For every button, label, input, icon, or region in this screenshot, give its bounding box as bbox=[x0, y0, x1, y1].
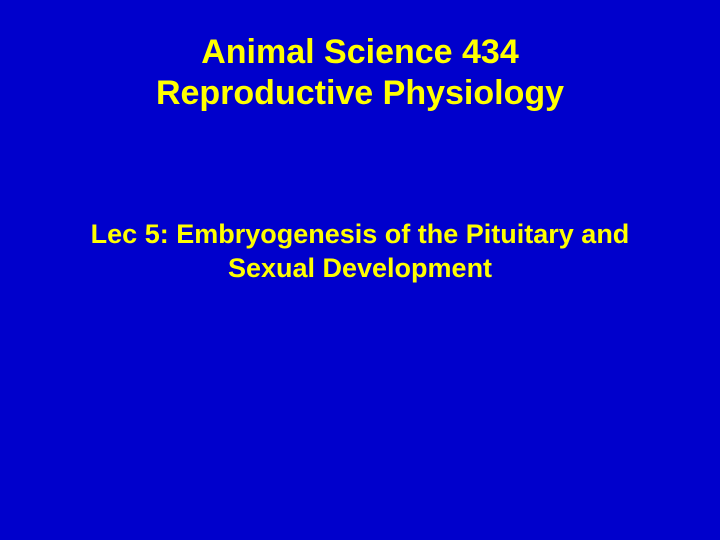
subtitle-line-2: Sexual Development bbox=[0, 252, 720, 286]
title-line-1: Animal Science 434 bbox=[0, 32, 720, 73]
title-block: Animal Science 434 Reproductive Physiolo… bbox=[0, 32, 720, 114]
subtitle-line-1: Lec 5: Embryogenesis of the Pituitary an… bbox=[0, 218, 720, 252]
subtitle-block: Lec 5: Embryogenesis of the Pituitary an… bbox=[0, 218, 720, 286]
title-line-2: Reproductive Physiology bbox=[0, 73, 720, 114]
slide: Animal Science 434 Reproductive Physiolo… bbox=[0, 0, 720, 540]
